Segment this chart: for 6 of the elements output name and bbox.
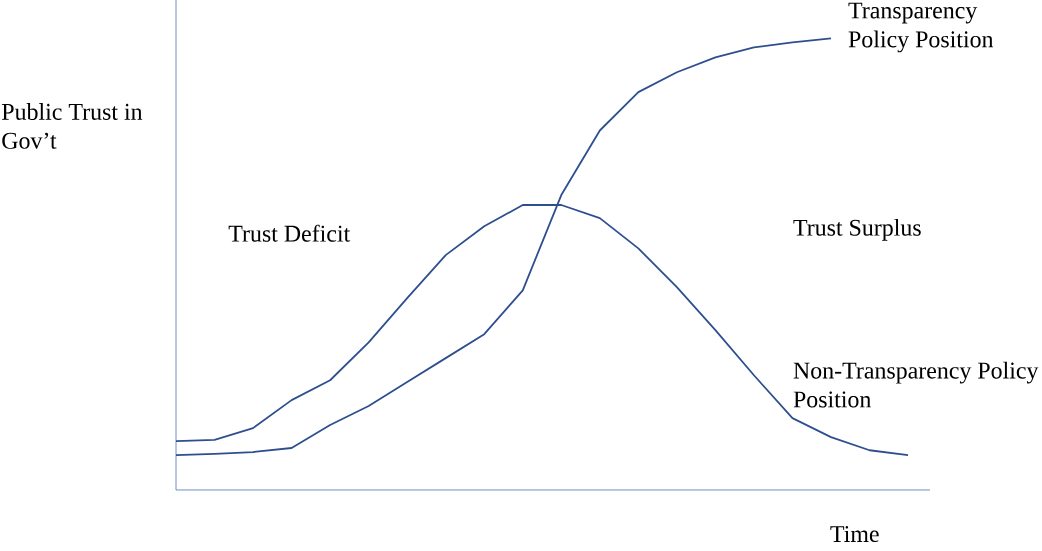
- y-axis-title: Public Trust in Gov’t: [1, 103, 143, 149]
- annotation: Trust Deficit: [228, 224, 351, 242]
- series-label: Transparency Policy Position: [848, 2, 994, 53]
- series-label: Non-Transparency Policy Position: [793, 361, 1039, 408]
- annotation: Trust Surplus: [793, 218, 921, 241]
- x-axis-title: Time: [830, 526, 879, 543]
